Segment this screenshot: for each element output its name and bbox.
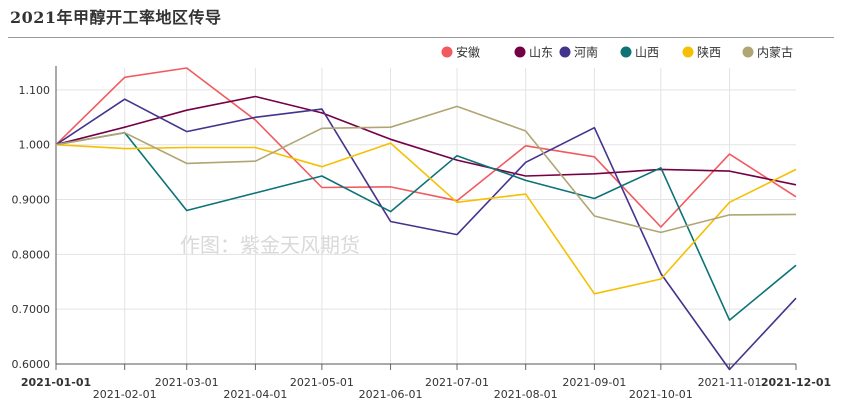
legend-item[interactable]: 河南 <box>559 45 599 60</box>
series-line-山西 <box>55 131 797 321</box>
x-tick-label: 2021-06-01 <box>359 388 423 401</box>
x-tick-label: 2021-03-01 <box>155 376 219 389</box>
y-tick-label: 0.8000 <box>12 248 51 261</box>
series-line-河南 <box>55 98 797 371</box>
series-line-山东 <box>55 95 797 186</box>
legend-item[interactable]: 陕西 <box>682 45 722 60</box>
legend-label: 安徽 <box>456 45 480 60</box>
legend-item[interactable]: 山西 <box>620 46 660 60</box>
x-tick-label: 2021-01-01 <box>21 376 91 389</box>
legend-item[interactable]: 安徽 <box>441 45 481 60</box>
watermark-text: 作图：紫金天风期货 <box>180 233 360 257</box>
x-tick-label: 2021-04-01 <box>223 388 287 401</box>
y-tick-label: 0.7000 <box>12 303 51 316</box>
legend-item[interactable]: 内蒙古 <box>742 45 794 60</box>
grid <box>56 68 796 365</box>
legend-label: 山西 <box>635 46 659 60</box>
x-tick-label: 2021-07-01 <box>425 376 489 389</box>
series-line-安徽 <box>55 67 797 228</box>
series-lines <box>55 67 797 371</box>
title-divider <box>8 37 834 38</box>
x-tick-label: 2021-11-01 <box>698 376 762 389</box>
y-tick-label: 1.100 <box>19 84 51 97</box>
legend-item[interactable]: 山东 <box>514 46 554 60</box>
legend-swatch <box>559 46 571 58</box>
legend-swatch <box>742 46 754 58</box>
legend-label: 内蒙古 <box>757 45 793 60</box>
legend[interactable]: 安徽 山东 河南 山西 陕西 内蒙古 <box>441 45 794 60</box>
x-tick-label: 2021-02-01 <box>93 388 157 401</box>
legend-swatch <box>514 46 526 58</box>
legend-label: 山东 <box>529 46 553 60</box>
legend-label: 河南 <box>574 45 598 60</box>
legend-swatch <box>441 46 453 58</box>
legend-swatch <box>620 46 632 58</box>
legend-swatch <box>682 46 694 58</box>
x-tick-label: 2021-05-01 <box>290 376 354 389</box>
chart-title: 2021年甲醇开工率地区传导 <box>10 8 222 27</box>
legend-label: 陕西 <box>697 45 721 60</box>
y-tick-label: 1.000 <box>19 139 51 152</box>
x-tick-label: 2021-08-01 <box>494 388 558 401</box>
x-tick-label: 2021-10-01 <box>629 388 693 401</box>
y-tick-label: 0.9000 <box>12 194 51 207</box>
y-tick-label: 0.6000 <box>12 358 51 371</box>
x-tick-label: 2021-09-01 <box>562 376 626 389</box>
x-tick-label: 2021-12-01 <box>761 376 831 389</box>
series-line-内蒙古 <box>55 105 797 234</box>
series-line-陕西 <box>55 142 797 295</box>
